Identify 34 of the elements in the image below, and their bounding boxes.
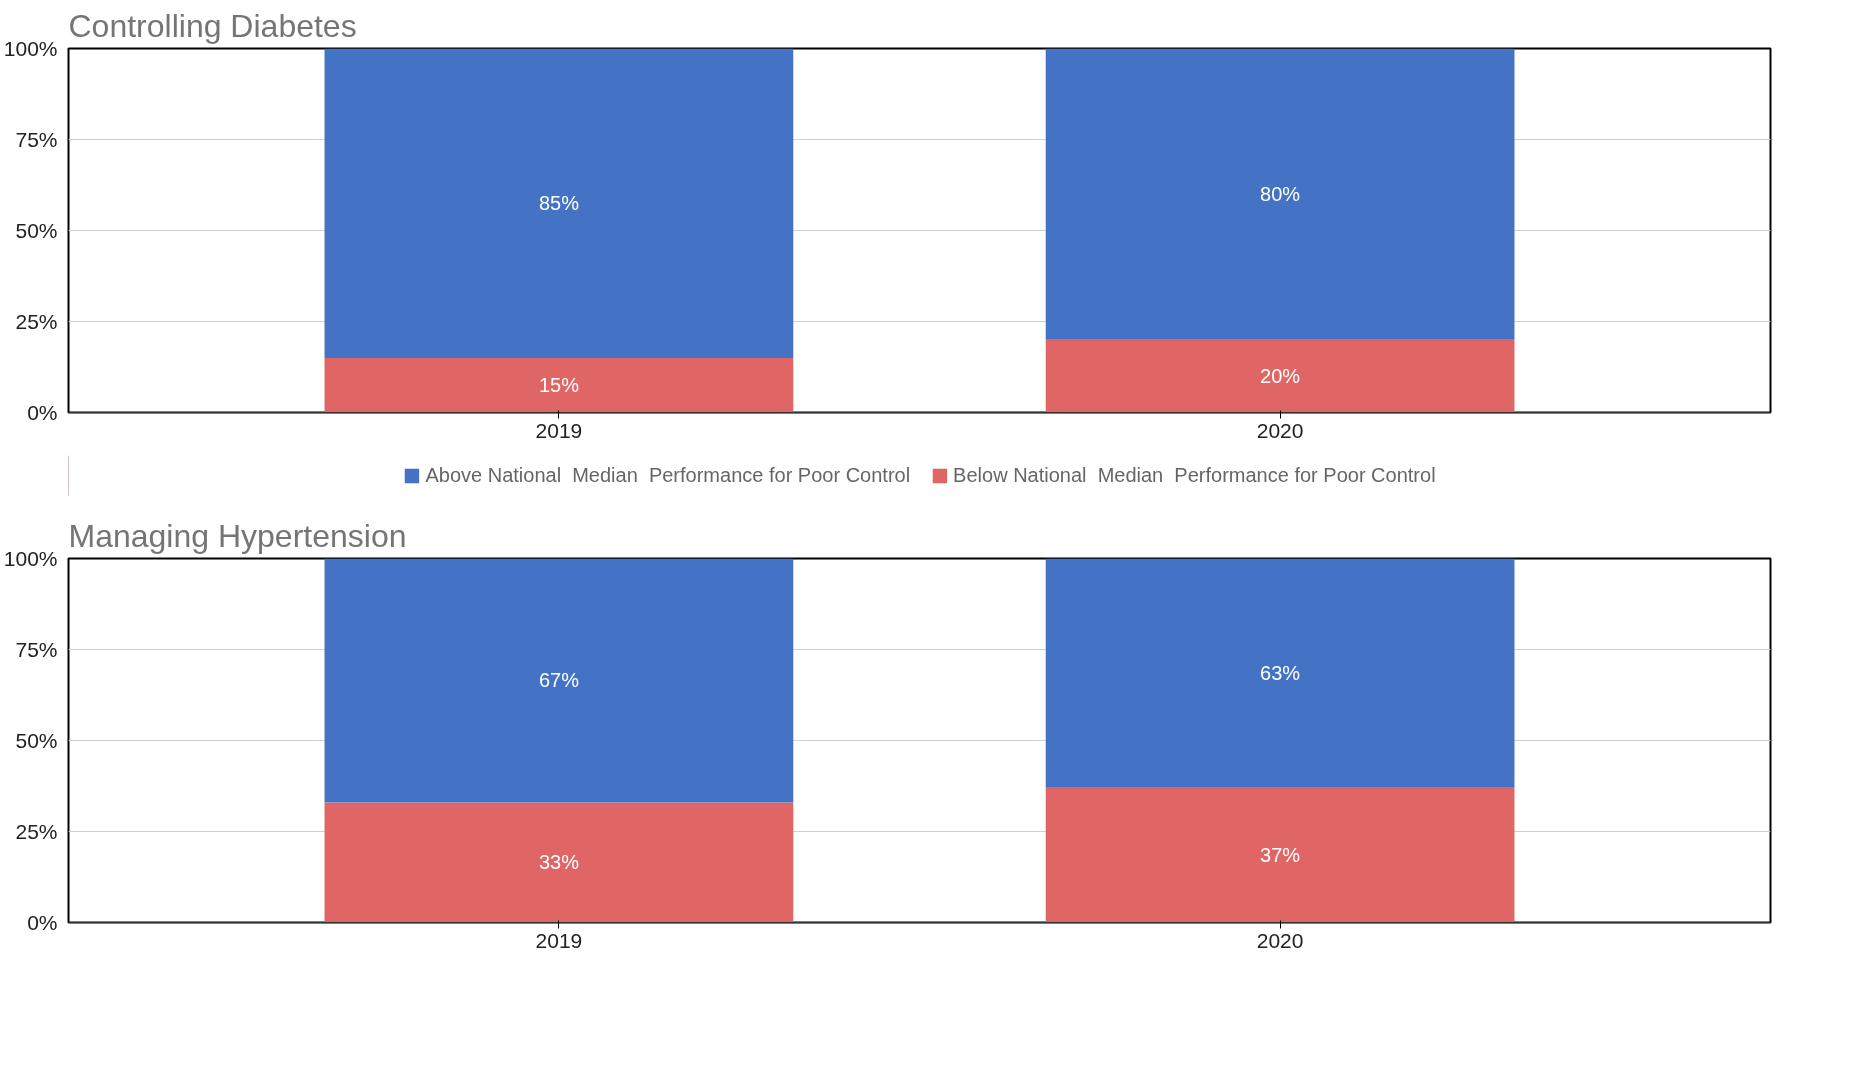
y-tick-label: 75% [15, 128, 58, 151]
bar [324, 48, 794, 358]
bar [324, 357, 794, 413]
bar [324, 558, 794, 803]
y-tick-label: 50% [15, 729, 58, 752]
chart-title: Managing Hypertension [68, 517, 407, 554]
bar [1045, 558, 1515, 788]
data-label: 33% [538, 851, 580, 874]
x-tick-label: 2019 [535, 928, 583, 952]
y-tick-label: 100% [3, 547, 58, 570]
x-tick-label: 2019 [535, 418, 583, 442]
chart-title: Controlling Diabetes [68, 7, 357, 44]
y-tick-label: 25% [15, 820, 58, 843]
y-tick-label: 50% [15, 219, 58, 242]
bar [1045, 787, 1515, 923]
y-tick-label: 75% [15, 638, 58, 661]
y-tick-label: 0% [27, 911, 58, 934]
bar [1045, 339, 1515, 413]
data-label: 85% [538, 192, 580, 215]
y-tick-label: 100% [3, 37, 58, 60]
data-label: 67% [538, 669, 580, 692]
data-label: 63% [1260, 662, 1301, 685]
legend-label: Below National Median Performance for Poor Control [953, 463, 1436, 487]
data-label: 15% [538, 374, 580, 397]
bar [1045, 48, 1515, 340]
legend-label: Above National Median Performance for Poor Control [425, 463, 911, 487]
data-label: 80% [1260, 183, 1301, 206]
data-label: 20% [1260, 365, 1301, 388]
x-tick-label: 2020 [1256, 928, 1304, 952]
x-tick-label: 2020 [1256, 418, 1304, 442]
y-tick-label: 0% [27, 401, 58, 424]
data-label: 37% [1260, 844, 1301, 867]
y-tick-label: 25% [15, 310, 58, 333]
bar [324, 802, 794, 923]
